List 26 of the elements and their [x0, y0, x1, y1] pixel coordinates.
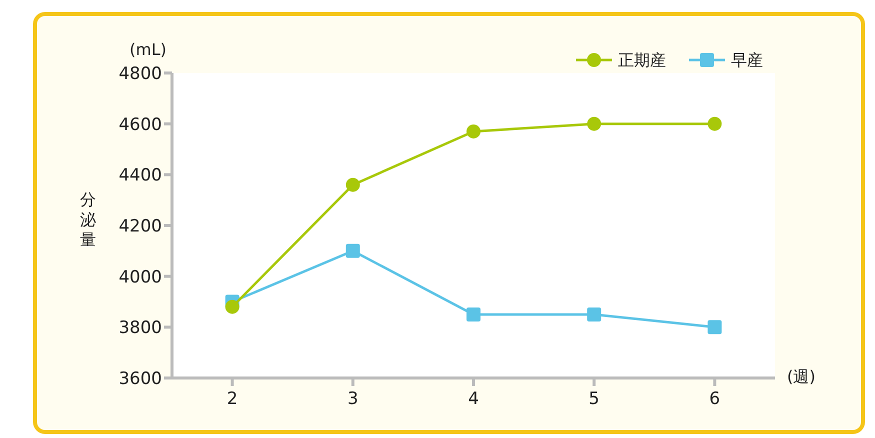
point — [346, 244, 360, 258]
legend-label: 正期産 — [618, 50, 666, 70]
x-axis-title: (週) — [787, 367, 816, 386]
text: (mL) — [130, 40, 166, 59]
x-tick-label: 4 — [468, 389, 479, 409]
y-tick-label: 4200 — [118, 216, 162, 236]
point — [466, 124, 480, 138]
point — [708, 320, 722, 334]
y-tick-label: 4600 — [118, 114, 162, 135]
point — [587, 307, 602, 322]
point — [587, 116, 602, 131]
point — [225, 300, 240, 314]
y-tick-label: 4400 — [118, 166, 162, 186]
y-tick-label: 3600 — [118, 368, 162, 389]
x-tick-label: 2 — [226, 389, 238, 409]
y-axis-title: 分泌量 — [80, 190, 96, 249]
legend-label: 早産 — [731, 50, 763, 70]
y-tick-label: 4000 — [118, 267, 162, 288]
point — [346, 178, 360, 192]
point — [466, 307, 480, 322]
x-tick-label: 5 — [588, 389, 600, 409]
x-tick-label: 3 — [347, 389, 358, 409]
y-tick-label: 4800 — [118, 64, 162, 84]
y-tick-label: 3800 — [118, 318, 162, 338]
x-tick-label: 6 — [709, 389, 720, 409]
point — [708, 116, 722, 131]
